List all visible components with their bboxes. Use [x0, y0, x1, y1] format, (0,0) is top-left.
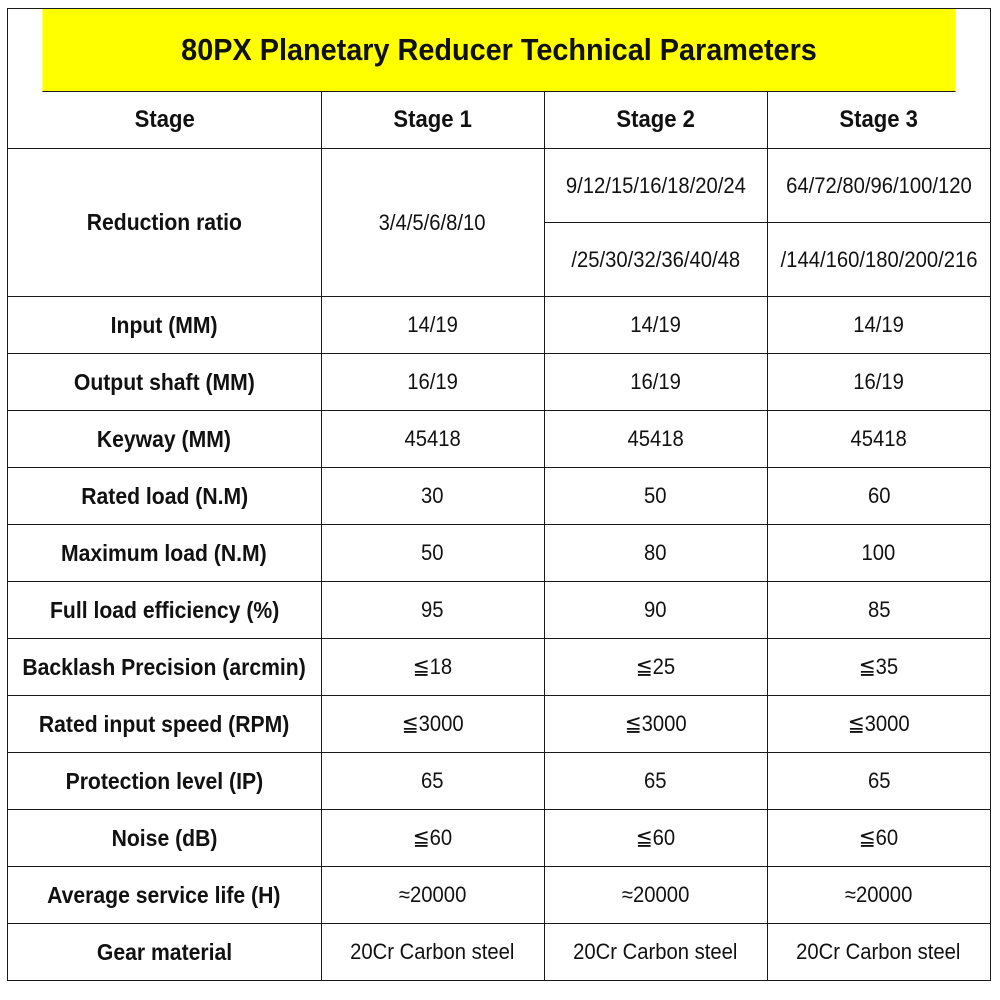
parameter-label: Gear material [8, 923, 322, 980]
reduction-ratio-row: Reduction ratio 3/4/5/6/8/10 9/12/15/16/… [8, 148, 990, 297]
parameter-value-stage-2: 16/19 [543, 353, 768, 411]
parameter-row: Gear material 20Cr Carbon steel 20Cr Carbo… [8, 923, 990, 980]
parameter-value-stage-2: 90 [543, 581, 768, 639]
parameter-label: Maximum load (N.M) [8, 524, 322, 582]
parameter-value-stage-2: ≦60 [543, 809, 768, 867]
header-stage-3: Stage 3 [766, 92, 990, 149]
header-row: Stage Stage 1 Stage 2 Stage 3 [8, 92, 990, 149]
header-label: Stage [8, 92, 322, 149]
parameter-label: Protection level (IP) [8, 752, 322, 810]
parameter-value-stage-1: 50 [320, 524, 545, 582]
parameter-value-stage-1: ≦60 [320, 809, 545, 867]
header-stage-1: Stage 1 [320, 92, 545, 149]
parameter-value-stage-3: 85 [766, 581, 990, 639]
parameter-row: Input (MM) 14/19 14/19 14/19 [8, 296, 990, 354]
reduction-ratio-row-continued: /25/30/32/36/40/48 /144/160/180/200/216 [8, 222, 990, 297]
parameter-label: Keyway (MM) [8, 410, 322, 468]
parameter-value-stage-2: 65 [543, 752, 768, 810]
parameter-row: Noise (dB) ≦60 ≦60 ≦60 [8, 809, 990, 867]
parameter-row: Rated input speed (RPM) ≦3000 ≦3000 ≦3000 [8, 695, 990, 753]
parameter-value-stage-3: ≈20000 [766, 866, 990, 924]
parameter-value-stage-2: ≦3000 [543, 695, 768, 753]
parameter-value-stage-2: ≦25 [543, 638, 768, 696]
parameter-value-stage-3: 14/19 [766, 296, 990, 354]
parameter-value-stage-3: 20Cr Carbon steel [766, 923, 990, 980]
parameter-label: Rated load (N.M) [8, 467, 322, 525]
parameter-value-stage-3: ≦60 [766, 809, 990, 867]
reduction-ratio-stage-3-line-2: /144/160/180/200/216 [766, 222, 990, 297]
parameter-row: Output shaft (MM) 16/19 16/19 16/19 [8, 353, 990, 411]
parameter-value-stage-2: 20Cr Carbon steel [543, 923, 768, 980]
parameter-value-stage-3: 65 [766, 752, 990, 810]
parameter-value-stage-1: ≦18 [320, 638, 545, 696]
parameter-value-stage-3: ≦35 [766, 638, 990, 696]
parameter-row: Rated load (N.M) 30 50 60 [8, 467, 990, 525]
parameter-label: Output shaft (MM) [8, 353, 322, 411]
header-stage-2: Stage 2 [543, 92, 768, 149]
parameter-value-stage-1: 20Cr Carbon steel [320, 923, 545, 980]
reduction-ratio-stage-2-line-2: /25/30/32/36/40/48 [544, 222, 768, 297]
parameter-value-stage-1: 45418 [320, 410, 545, 468]
parameter-value-stage-3: 100 [766, 524, 990, 582]
parameter-row: Average service life (H) ≈20000 ≈20000 ≈200… [8, 866, 990, 924]
table-title: 80PX Planetary Reducer Technical Paramet… [42, 9, 956, 92]
parameters-sheet: 80PX Planetary Reducer Technical Paramet… [7, 8, 991, 981]
parameter-value-stage-1: 95 [320, 581, 545, 639]
parameter-row: Keyway (MM) 45418 45418 45418 [8, 410, 990, 468]
parameter-value-stage-2: 50 [543, 467, 768, 525]
parameter-row: Full load efficiency (%) 95 90 85 [8, 581, 990, 639]
parameter-label: Backlash Precision (arcmin) [8, 638, 322, 696]
parameter-value-stage-1: 65 [320, 752, 545, 810]
parameter-value-stage-3: 45418 [766, 410, 990, 468]
parameter-label: Rated input speed (RPM) [8, 695, 322, 753]
reduction-ratio-stage-2-line-1: 9/12/15/16/18/20/24 [543, 148, 768, 223]
parameters-table: Stage Stage 1 Stage 2 Stage 3 Reduction … [8, 92, 990, 980]
parameter-value-stage-3: 16/19 [766, 353, 990, 411]
reduction-ratio-label: Reduction ratio [8, 148, 322, 297]
parameter-value-stage-2: 14/19 [543, 296, 768, 354]
reduction-ratio-stage-1: 3/4/5/6/8/10 [320, 148, 545, 297]
parameter-label: Average service life (H) [8, 866, 322, 924]
parameter-value-stage-1: ≦3000 [320, 695, 545, 753]
parameter-value-stage-3: ≦3000 [766, 695, 990, 753]
parameter-value-stage-3: 60 [766, 467, 990, 525]
parameter-value-stage-2: ≈20000 [543, 866, 768, 924]
parameter-value-stage-1: 16/19 [320, 353, 545, 411]
parameter-value-stage-1: ≈20000 [320, 866, 545, 924]
parameter-label: Full load efficiency (%) [8, 581, 322, 639]
parameter-value-stage-1: 30 [320, 467, 545, 525]
parameter-label: Input (MM) [8, 296, 322, 354]
parameter-value-stage-2: 45418 [543, 410, 768, 468]
parameter-row: Backlash Precision (arcmin) ≦18 ≦25 ≦35 [8, 638, 990, 696]
reduction-ratio-stage-3-line-1: 64/72/80/96/100/120 [766, 148, 990, 223]
parameter-row: Maximum load (N.M) 50 80 100 [8, 524, 990, 582]
parameter-row: Protection level (IP) 65 65 65 [8, 752, 990, 810]
parameter-value-stage-2: 80 [543, 524, 768, 582]
parameter-value-stage-1: 14/19 [320, 296, 545, 354]
parameter-label: Noise (dB) [8, 809, 322, 867]
